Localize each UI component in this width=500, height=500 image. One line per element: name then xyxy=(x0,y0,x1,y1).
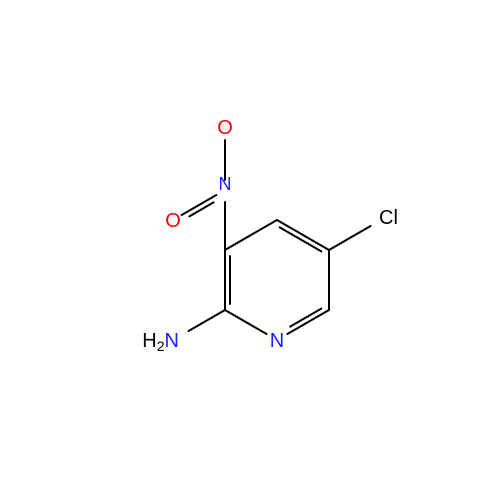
atom-label-o_sgl: O xyxy=(217,117,233,139)
atom-label-cl: Cl xyxy=(379,207,398,229)
bond xyxy=(189,310,225,331)
atom-label-nno2: N xyxy=(219,174,232,194)
bond xyxy=(329,226,371,250)
bond xyxy=(225,310,267,334)
bond xyxy=(182,195,217,215)
atom-label-nh2: H2N xyxy=(142,330,179,354)
bond xyxy=(225,220,277,250)
molecule-canvas: N H2N N O O Cl xyxy=(0,0,500,500)
atom-label-n1: N xyxy=(270,330,284,352)
bond xyxy=(277,220,329,250)
bond xyxy=(287,310,329,334)
atom-label-o_dbl: O xyxy=(165,210,181,232)
bond xyxy=(280,227,322,251)
